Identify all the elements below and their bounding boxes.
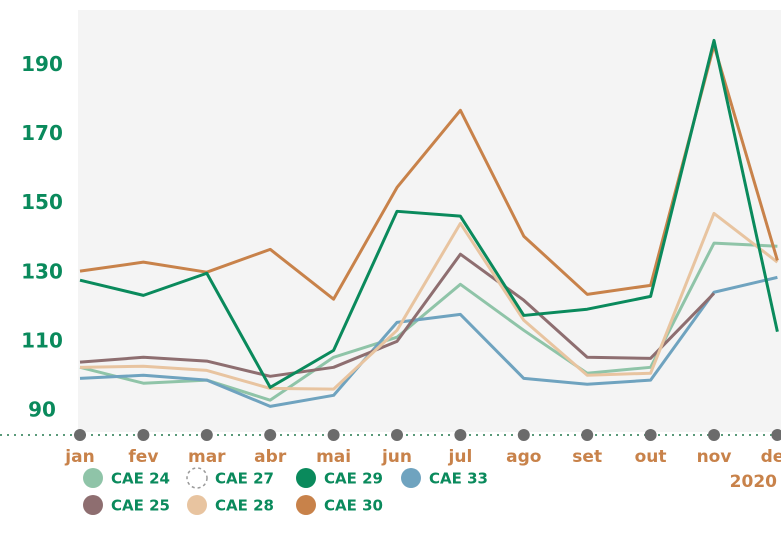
x-tick-dot [74, 429, 86, 441]
x-tick-dot [454, 429, 467, 441]
x-tick-label: out [635, 447, 667, 467]
x-tick-label: fev [128, 447, 158, 467]
legend-label: CAE 33 [429, 470, 488, 488]
series-line [79, 252, 716, 378]
x-tick-dot [327, 429, 340, 441]
year-label: 2020 [730, 472, 777, 492]
y-tick-label: 110 [21, 329, 63, 353]
x-tick-dot [517, 429, 530, 441]
legend-swatch [296, 495, 316, 515]
x-tick-dot [137, 429, 150, 441]
legend-swatch [186, 467, 208, 489]
y-tick-label: 190 [21, 52, 63, 76]
series-line [79, 211, 779, 391]
y-tick-label: 90 [28, 398, 56, 422]
x-tick-dot [581, 429, 594, 441]
x-tick-label: abr [254, 447, 287, 467]
x-tick-label: ago [506, 447, 541, 467]
x-tick-dot [264, 429, 277, 441]
legend-label: CAE 30 [324, 497, 383, 515]
series-line [79, 43, 779, 301]
y-tick-label: 150 [21, 190, 63, 214]
legend-label: CAE 24 [111, 470, 170, 488]
legend-swatch [187, 495, 207, 515]
x-tick-label: jun [381, 447, 412, 467]
x-tick-dot [708, 429, 720, 441]
legend-label: CAE 27 [215, 470, 274, 488]
legend-label: CAE 29 [324, 470, 383, 488]
x-tick-dot [771, 429, 781, 441]
x-tick-label: nov [697, 447, 732, 467]
legend-swatch [83, 495, 103, 515]
x-tick-label: dez [761, 447, 781, 467]
y-tick-label: 170 [21, 121, 63, 145]
x-tick-dot [644, 429, 657, 441]
y-tick-label: 130 [21, 259, 63, 283]
legend-swatch [401, 468, 421, 488]
x-tick-label: mai [316, 447, 351, 467]
legend-label: CAE 25 [111, 497, 170, 515]
x-tick-dot [200, 429, 213, 441]
legend-swatch [83, 468, 103, 488]
x-tick-label: set [572, 447, 602, 467]
x-tick-label: jan [64, 447, 94, 467]
x-tick-label: jul [448, 447, 473, 467]
legend-swatch [296, 468, 316, 488]
series-line [79, 275, 778, 408]
x-tick-dot [391, 429, 403, 441]
legend-label: CAE 28 [215, 497, 274, 515]
x-tick-label: mar [188, 447, 226, 467]
series-line [79, 38, 779, 389]
